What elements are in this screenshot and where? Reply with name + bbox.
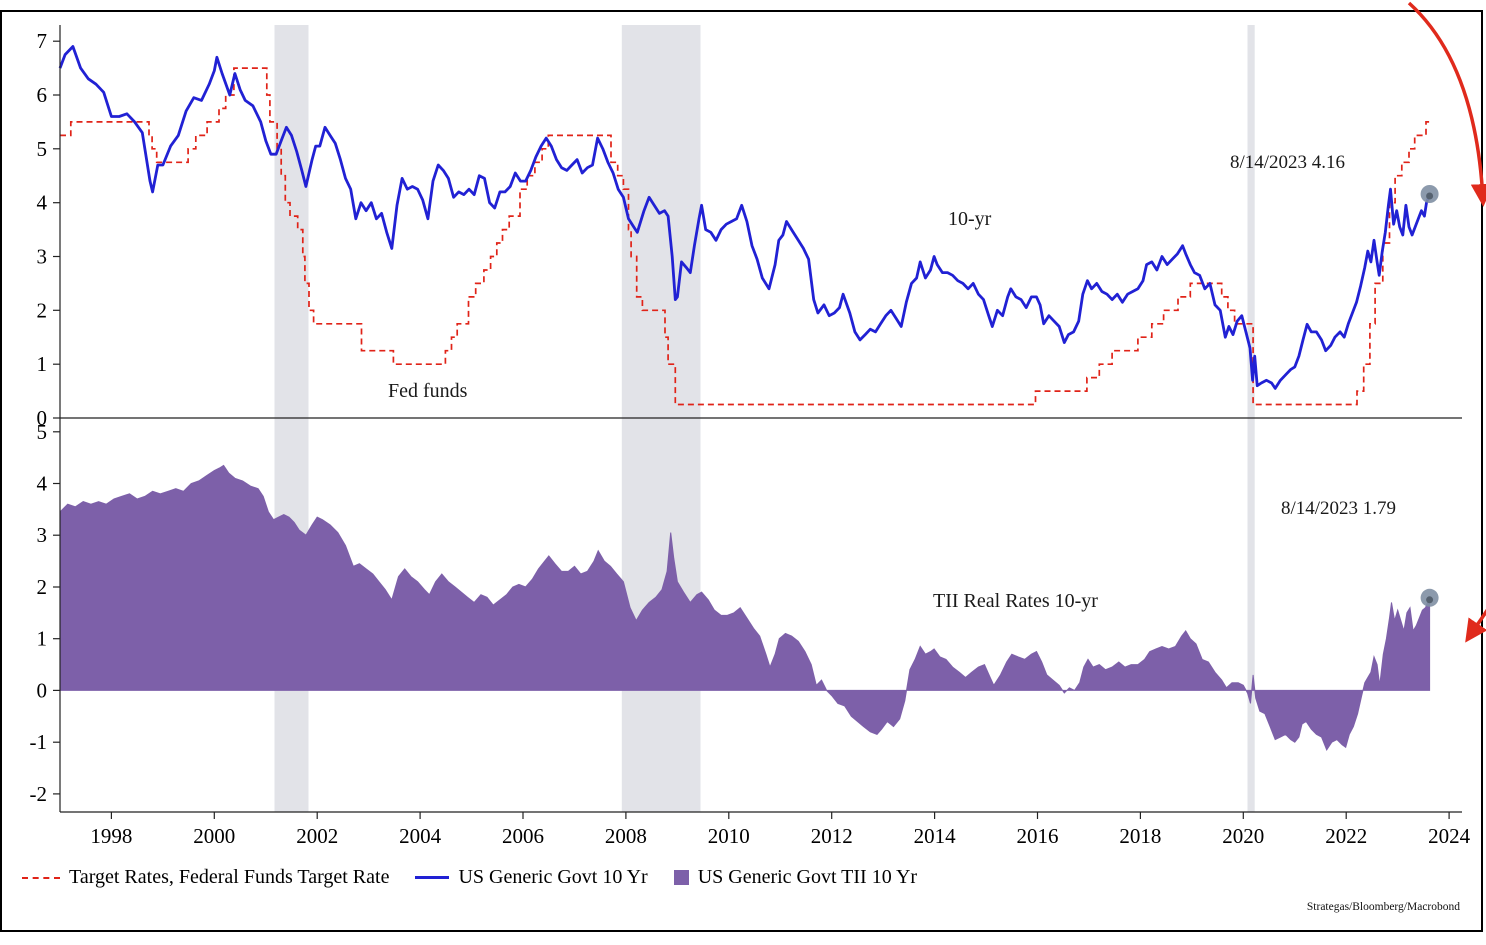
ten-year-series-label: 10-yr (948, 208, 992, 230)
x-axis-tick-label: 2020 (1222, 824, 1264, 848)
y-axis-tick-label: -1 (30, 730, 48, 754)
tii-series-label: TII Real Rates 10-yr (933, 590, 1098, 612)
x-axis-tick-label: 2014 (914, 824, 957, 848)
y-axis-tick-label: 1 (37, 627, 48, 651)
dashed-line-legend-icon (22, 876, 60, 879)
fed-funds-target-line (60, 67, 1430, 406)
source-attribution: Strategas/Bloomberg/Macrobond (1306, 901, 1460, 913)
x-axis-tick-label: 2012 (811, 824, 853, 848)
y-axis-tick-label: 4 (37, 191, 48, 215)
y-axis-tick-label: 0 (37, 406, 48, 430)
bottom-panel-end-value-label: 8/14/2023 1.79 (1281, 498, 1397, 519)
y-axis-tick-label: 2 (37, 298, 48, 322)
legend-item-us-10yr: US Generic Govt 10 Yr (415, 866, 648, 889)
fed-funds-series-label: Fed funds (388, 380, 468, 402)
y-axis-tick-label: 5 (37, 137, 48, 161)
x-axis-tick-label: 2022 (1325, 824, 1367, 848)
x-axis-tick-label: 1998 (90, 824, 132, 848)
legend-label-tii-10yr: US Generic Govt TII 10 Yr (697, 866, 918, 888)
y-axis-tick-label: 5 (37, 420, 48, 444)
x-axis-tick-label: 2010 (708, 824, 750, 848)
square-legend-icon (673, 870, 689, 885)
y-axis-tick-label: 3 (37, 523, 48, 547)
y-axis-tick-label: 3 (37, 245, 48, 269)
x-axis-tick-label: 2004 (399, 824, 442, 848)
x-axis-tick-label: 2018 (1119, 824, 1161, 848)
y-axis-tick-label: 0 (37, 678, 48, 702)
y-axis-tick-label: 2 (37, 575, 48, 599)
x-axis-tick-label: 2002 (296, 824, 338, 848)
legend-item-tii-10yr: US Generic Govt TII 10 Yr (673, 866, 918, 889)
y-axis-tick-label: 4 (37, 472, 48, 496)
x-axis-tick-label: 2000 (193, 824, 235, 848)
y-axis-tick-label: 6 (37, 83, 48, 107)
y-axis-tick-label: 1 (37, 352, 48, 376)
x-axis-tick-label: 2006 (502, 824, 544, 848)
x-axis-tick-label: 2016 (1017, 824, 1059, 848)
us-generic-govt-10yr-line (58, 45, 1431, 390)
endpoint-dot-center (1426, 192, 1434, 200)
tii-10yr-area (59, 464, 1431, 751)
solid-line-legend-icon (415, 876, 450, 879)
legend-label-fed-funds-target: Target Rates, Federal Funds Target Rate (69, 866, 390, 888)
legend-label-us-10yr: US Generic Govt 10 Yr (458, 866, 648, 888)
legend: Target Rates, Federal Funds Target Rate … (22, 866, 917, 889)
endpoint-dot-center (1426, 596, 1434, 604)
legend-item-fed-funds-target: Target Rates, Federal Funds Target Rate (22, 866, 389, 889)
top-panel-end-value-label: 8/14/2023 4.16 (1230, 152, 1346, 173)
y-axis-tick-label: -2 (30, 782, 48, 806)
x-axis-tick-label: 2024 (1428, 824, 1471, 848)
y-axis-tick-label: 7 (37, 29, 48, 53)
x-axis-tick-label: 2008 (605, 824, 647, 848)
